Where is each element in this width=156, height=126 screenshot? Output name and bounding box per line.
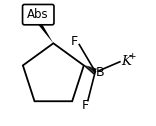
FancyBboxPatch shape xyxy=(23,4,54,25)
Text: +: + xyxy=(128,52,136,61)
Text: B: B xyxy=(96,66,105,79)
Text: F: F xyxy=(82,99,89,112)
Text: K: K xyxy=(121,55,131,68)
Text: Abs: Abs xyxy=(27,8,49,21)
Polygon shape xyxy=(36,22,53,43)
Text: F: F xyxy=(71,35,78,48)
